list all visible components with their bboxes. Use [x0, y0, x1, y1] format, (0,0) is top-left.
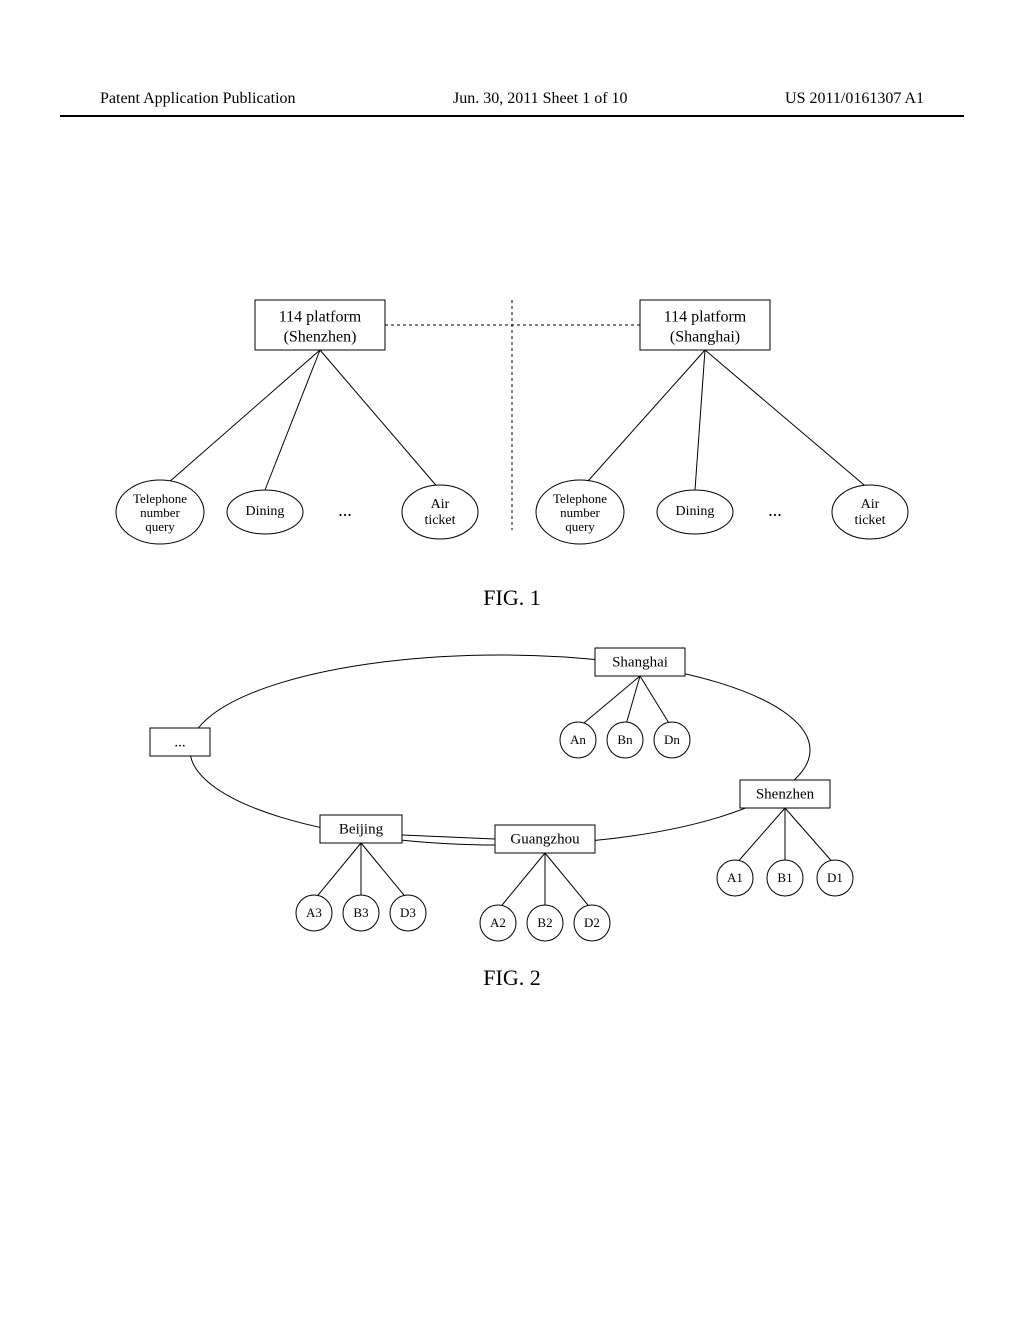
header-left: Patent Application Publication — [100, 90, 296, 108]
svg-text:A3: A3 — [306, 905, 322, 920]
fig1-service-airticket-right: Air ticket — [832, 485, 908, 539]
fig2-city-beijing: Beijing — [320, 815, 402, 843]
svg-text:Dn: Dn — [664, 732, 680, 747]
fig1-service-dining-right: Dining — [657, 490, 733, 534]
platform-label: 114 platform — [279, 309, 362, 326]
svg-text:Air: Air — [431, 497, 450, 512]
platform-sublabel: (Shenzhen) — [284, 329, 357, 346]
svg-text:Dining: Dining — [676, 504, 715, 519]
svg-text:D2: D2 — [584, 915, 600, 930]
fig2-child-a2: A2 — [480, 905, 516, 941]
svg-text:A1: A1 — [727, 870, 743, 885]
fig2-city-shanghai: Shanghai — [595, 648, 685, 676]
svg-text:query: query — [145, 519, 175, 534]
svg-text:Shenzhen: Shenzhen — [756, 786, 815, 802]
fig1-dots-right: ... — [768, 500, 782, 520]
fig2-child-a1: A1 — [717, 860, 753, 896]
fig2-child-a3: A3 — [296, 895, 332, 931]
fig1-service-airticket-left: Air ticket — [402, 485, 478, 539]
fig1-platform-shanghai: 114 platform (Shanghai) — [640, 300, 770, 350]
svg-text:Telephone: Telephone — [553, 491, 607, 506]
header-center: Jun. 30, 2011 Sheet 1 of 10 — [453, 90, 628, 108]
svg-text:A2: A2 — [490, 915, 506, 930]
header-divider — [60, 115, 964, 117]
svg-text:B3: B3 — [353, 905, 368, 920]
fig2-ring — [190, 655, 810, 845]
fig2-child-bn: Bn — [607, 722, 643, 758]
fig1-service-telephone-right: Telephone number query — [536, 480, 624, 544]
svg-text:ticket: ticket — [854, 513, 885, 528]
svg-text:Telephone: Telephone — [133, 491, 187, 506]
fig2-child-b3: B3 — [343, 895, 379, 931]
svg-text:number: number — [560, 505, 600, 520]
fig2-child-an: An — [560, 722, 596, 758]
svg-text:D3: D3 — [400, 905, 416, 920]
svg-text:Beijing: Beijing — [339, 821, 384, 837]
svg-text:Air: Air — [861, 497, 880, 512]
fig2-svg: Shanghai An Bn Dn Shenzhen A1 B1 D1 Guan… — [0, 620, 1024, 1020]
fig1-svg: 114 platform (Shenzhen) 114 platform (Sh… — [0, 280, 1024, 620]
fig2-child-dn: Dn — [654, 722, 690, 758]
fig2-city-shenzhen: Shenzhen — [740, 780, 830, 808]
svg-text:Dining: Dining — [246, 504, 285, 519]
svg-text:...: ... — [174, 734, 185, 750]
page-header: Patent Application Publication Jun. 30, … — [0, 90, 1024, 108]
svg-text:number: number — [140, 505, 180, 520]
header-right: US 2011/0161307 A1 — [785, 90, 924, 108]
svg-text:D1: D1 — [827, 870, 843, 885]
fig2-city-guangzhou: Guangzhou — [495, 825, 595, 853]
fig2-child-d3: D3 — [390, 895, 426, 931]
fig2-city-more: ... — [150, 728, 210, 756]
fig2-caption: FIG. 2 — [483, 965, 540, 990]
fig2-child-b1: B1 — [767, 860, 803, 896]
svg-text:Bn: Bn — [617, 732, 633, 747]
fig1-dots-left: ... — [338, 500, 352, 520]
fig2-child-d2: D2 — [574, 905, 610, 941]
fig2-child-d1: D1 — [817, 860, 853, 896]
fig1-service-telephone-left: Telephone number query — [116, 480, 204, 544]
platform-label: 114 platform — [664, 309, 747, 326]
fig2-child-b2: B2 — [527, 905, 563, 941]
diagram-area: 114 platform (Shenzhen) 114 platform (Sh… — [0, 280, 1024, 1020]
fig1-caption: FIG. 1 — [483, 585, 540, 610]
fig1-service-dining-left: Dining — [227, 490, 303, 534]
svg-text:query: query — [565, 519, 595, 534]
svg-text:Guangzhou: Guangzhou — [510, 831, 580, 847]
platform-sublabel: (Shanghai) — [670, 329, 740, 346]
fig1-platform-shenzhen: 114 platform (Shenzhen) — [255, 300, 385, 350]
svg-text:An: An — [570, 732, 586, 747]
svg-text:B2: B2 — [537, 915, 552, 930]
svg-text:B1: B1 — [777, 870, 792, 885]
svg-text:ticket: ticket — [424, 513, 455, 528]
svg-text:Shanghai: Shanghai — [612, 654, 668, 670]
